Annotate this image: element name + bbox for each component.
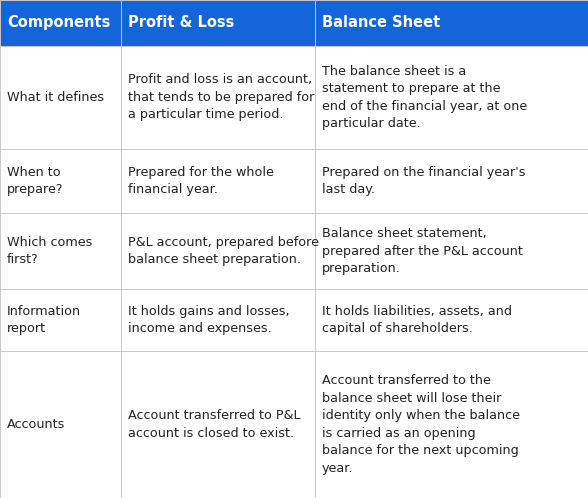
Text: Balance sheet statement,
prepared after the P&L account
preparation.: Balance sheet statement, prepared after …: [322, 227, 523, 275]
Text: Balance Sheet: Balance Sheet: [322, 15, 440, 30]
Text: Information
report: Information report: [7, 305, 81, 335]
Bar: [0, 0, 588, 46]
Text: Profit and loss is an account,
that tends to be prepared for
a particular time p: Profit and loss is an account, that tend…: [128, 73, 314, 122]
Text: Accounts: Accounts: [7, 418, 65, 431]
Text: It holds gains and losses,
income and expenses.: It holds gains and losses, income and ex…: [128, 305, 289, 335]
Text: Which comes
first?: Which comes first?: [7, 236, 92, 266]
Text: Profit & Loss: Profit & Loss: [128, 15, 234, 30]
Text: Prepared for the whole
financial year.: Prepared for the whole financial year.: [128, 166, 273, 196]
Text: It holds liabilities, assets, and
capital of shareholders.: It holds liabilities, assets, and capita…: [322, 305, 512, 335]
Text: P&L account, prepared before
balance sheet preparation.: P&L account, prepared before balance she…: [128, 236, 319, 266]
Text: Components: Components: [7, 15, 111, 30]
Text: The balance sheet is a
statement to prepare at the
end of the financial year, at: The balance sheet is a statement to prep…: [322, 65, 527, 130]
Text: Account transferred to the
balance sheet will lose their
identity only when the : Account transferred to the balance sheet…: [322, 374, 520, 475]
Text: Account transferred to P&L
account is closed to exist.: Account transferred to P&L account is cl…: [128, 409, 300, 440]
Text: When to
prepare?: When to prepare?: [7, 166, 64, 196]
Text: What it defines: What it defines: [7, 91, 104, 104]
Text: Prepared on the financial year's
last day.: Prepared on the financial year's last da…: [322, 166, 525, 196]
